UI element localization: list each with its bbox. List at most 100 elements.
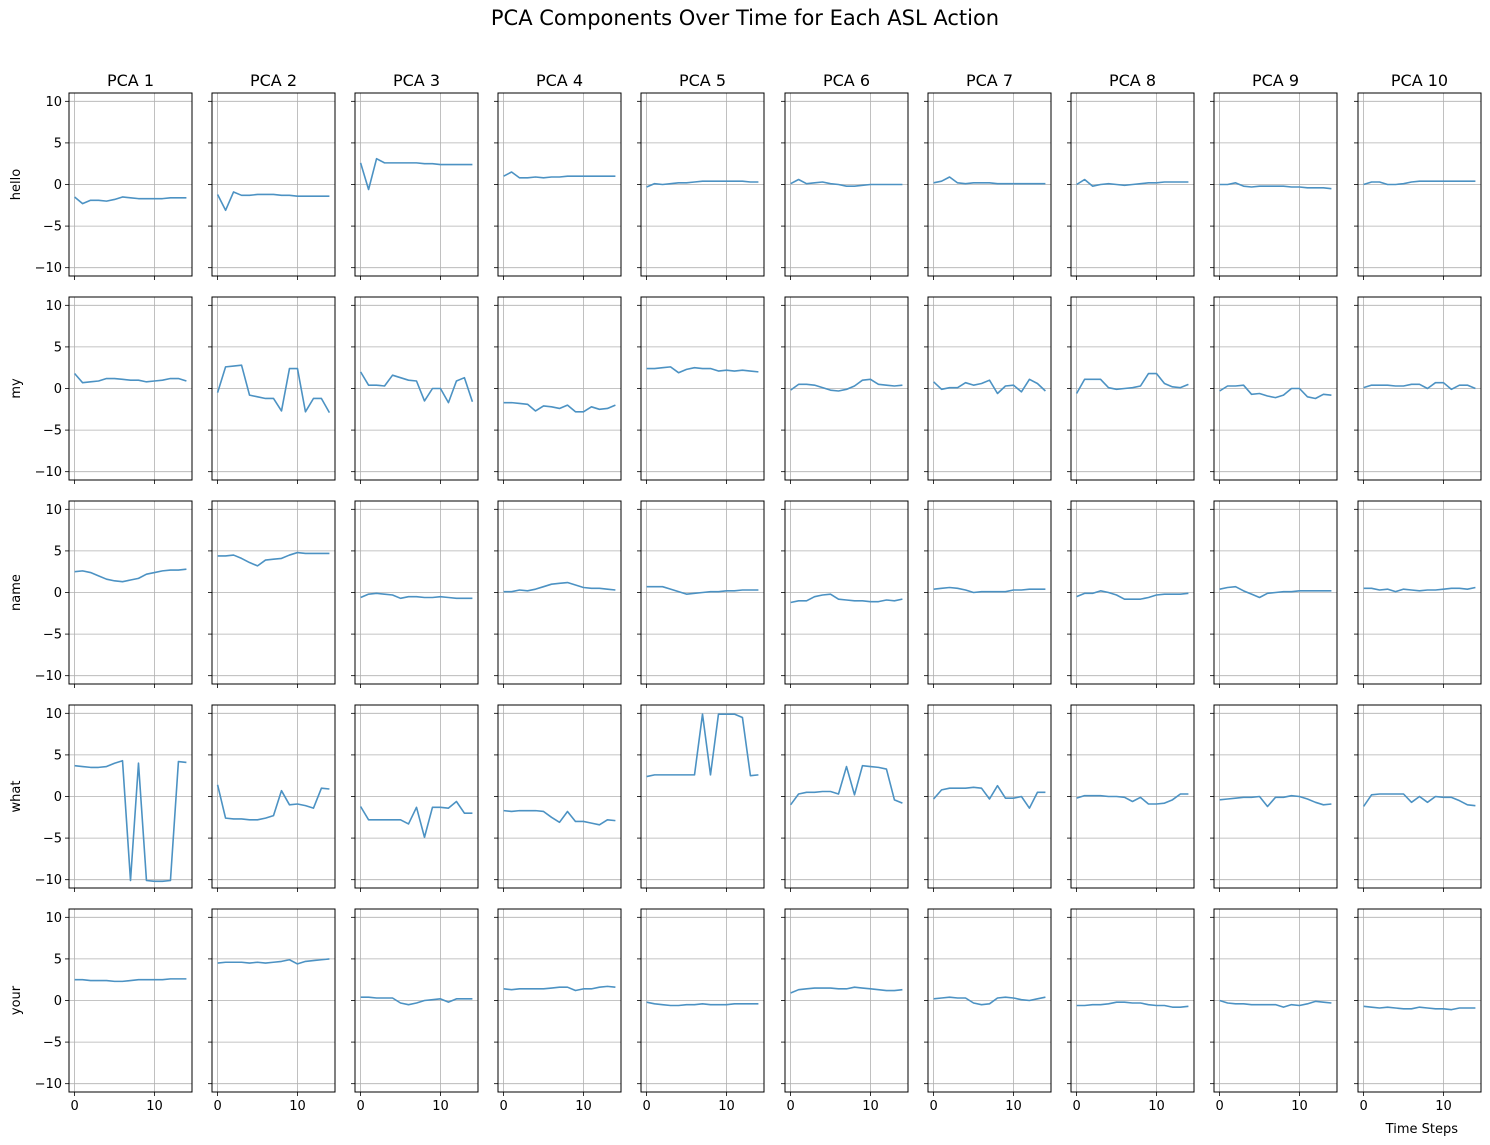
series-line-what-pca-10 — [1362, 793, 1476, 807]
y-tick-label: −5 — [43, 628, 62, 643]
x-tick-label: 0 — [1215, 1099, 1223, 1114]
x-tick-label: 0 — [213, 1099, 221, 1114]
column-title: PCA 10 — [1391, 71, 1448, 90]
y-tick-label: 10 — [45, 503, 62, 518]
y-tick-label: 5 — [54, 136, 62, 151]
x-tick-label: 10 — [289, 1099, 306, 1114]
y-tick-label: 5 — [54, 952, 62, 967]
x-axis-label: Time Steps — [1385, 1122, 1458, 1137]
y-tick-label: −10 — [35, 465, 62, 480]
series-line-hello-pca-6 — [790, 178, 903, 187]
series-line-hello-pca-10 — [1363, 180, 1476, 186]
y-tick-label: −5 — [43, 220, 62, 235]
y-tick-label: 0 — [54, 994, 62, 1009]
column-title: PCA 1 — [107, 71, 154, 90]
y-tick-label: −10 — [35, 1077, 62, 1092]
series-line-hello-pca-1 — [74, 196, 187, 205]
series-line-my-pca-9 — [1219, 384, 1332, 400]
series-line-name-pca-6 — [790, 593, 903, 604]
column-title: PCA 4 — [536, 71, 583, 90]
x-tick-label: 0 — [642, 1099, 650, 1114]
x-tick-label: 0 — [1072, 1099, 1080, 1114]
y-tick-label: −5 — [43, 424, 62, 439]
y-tick-label: 0 — [54, 790, 62, 805]
column-title: PCA 5 — [679, 71, 726, 90]
y-tick-label: 5 — [54, 340, 62, 355]
x-tick-label: 10 — [575, 1099, 592, 1114]
column-title: PCA 6 — [823, 71, 870, 90]
x-tick-label: 10 — [1005, 1099, 1022, 1114]
y-tick-label: −10 — [35, 873, 62, 888]
series-line-your-pca-3 — [360, 996, 473, 1006]
column-title: PCA 8 — [1109, 71, 1156, 90]
series-line-my-pca-7 — [933, 378, 1046, 395]
x-tick-label: 0 — [356, 1099, 364, 1114]
y-tick-label: 5 — [54, 748, 62, 763]
series-line-what-pca-5 — [646, 713, 759, 778]
y-tick-label: −10 — [35, 669, 62, 684]
series-line-what-pca-8 — [1076, 793, 1189, 805]
x-tick-label: 0 — [1359, 1099, 1367, 1114]
y-tick-label: 10 — [45, 299, 62, 314]
y-tick-label: −5 — [43, 832, 62, 847]
series-line-name-pca-5 — [646, 585, 759, 595]
series-line-my-pca-3 — [359, 371, 474, 404]
series-line-my-pca-10 — [1363, 381, 1476, 391]
series-line-what-pca-3 — [359, 800, 473, 839]
series-line-my-pca-4 — [503, 401, 616, 413]
series-line-what-pca-6 — [789, 764, 903, 806]
series-line-your-pca-8 — [1076, 1001, 1189, 1008]
series-line-hello-pca-8 — [1076, 178, 1189, 187]
row-label-my: my — [9, 378, 24, 399]
series-line-hello-pca-9 — [1219, 182, 1332, 190]
series-line-your-pca-9 — [1219, 999, 1332, 1008]
y-tick-label: 10 — [45, 911, 62, 926]
series-line-my-pca-1 — [73, 373, 187, 384]
series-line-your-pca-10 — [1363, 1005, 1476, 1011]
series-line-what-pca-2 — [216, 784, 330, 821]
x-tick-label: 10 — [1435, 1099, 1452, 1114]
y-tick-label: 0 — [54, 586, 62, 601]
series-line-name-pca-7 — [933, 586, 1046, 594]
series-line-my-pca-5 — [646, 366, 759, 374]
y-tick-label: 10 — [45, 707, 62, 722]
series-line-hello-pca-3 — [359, 157, 473, 191]
series-line-what-pca-1 — [74, 759, 187, 883]
x-tick-label: 10 — [1291, 1099, 1308, 1114]
series-line-your-pca-5 — [646, 1001, 759, 1007]
series-line-name-pca-4 — [503, 581, 616, 593]
x-tick-label: 10 — [432, 1099, 449, 1114]
x-tick-label: 0 — [929, 1099, 937, 1114]
series-line-your-pca-7 — [933, 996, 1046, 1006]
y-tick-label: 10 — [45, 95, 62, 110]
series-line-hello-pca-5 — [646, 180, 759, 188]
series-line-my-pca-8 — [1075, 372, 1189, 394]
x-tick-label: 0 — [786, 1099, 794, 1114]
series-line-name-pca-8 — [1076, 590, 1189, 600]
series-line-what-pca-7 — [932, 784, 1046, 809]
row-label-hello: hello — [9, 169, 24, 200]
series-line-your-pca-1 — [74, 978, 187, 983]
series-line-your-pca-2 — [217, 958, 330, 965]
y-tick-label: 0 — [54, 382, 62, 397]
series-line-name-pca-2 — [217, 551, 330, 567]
x-tick-label: 10 — [1148, 1099, 1165, 1114]
series-line-my-pca-6 — [790, 378, 903, 392]
column-title: PCA 3 — [393, 71, 440, 90]
series-line-hello-pca-4 — [503, 171, 616, 179]
column-title: PCA 7 — [966, 71, 1013, 90]
y-tick-label: −10 — [35, 261, 62, 276]
chart-title: PCA Components Over Time for Each ASL Ac… — [490, 6, 1000, 30]
y-tick-label: −5 — [43, 1036, 62, 1051]
series-line-what-pca-9 — [1219, 794, 1332, 808]
series-line-your-pca-6 — [790, 986, 903, 994]
series-line-name-pca-3 — [360, 592, 473, 600]
series-line-name-pca-9 — [1219, 585, 1332, 599]
column-title: PCA 9 — [1252, 71, 1299, 90]
series-line-name-pca-1 — [74, 568, 187, 583]
y-tick-label: 0 — [54, 178, 62, 193]
series-line-what-pca-4 — [503, 809, 616, 826]
row-label-what: what — [9, 781, 24, 813]
x-tick-label: 0 — [499, 1099, 507, 1114]
